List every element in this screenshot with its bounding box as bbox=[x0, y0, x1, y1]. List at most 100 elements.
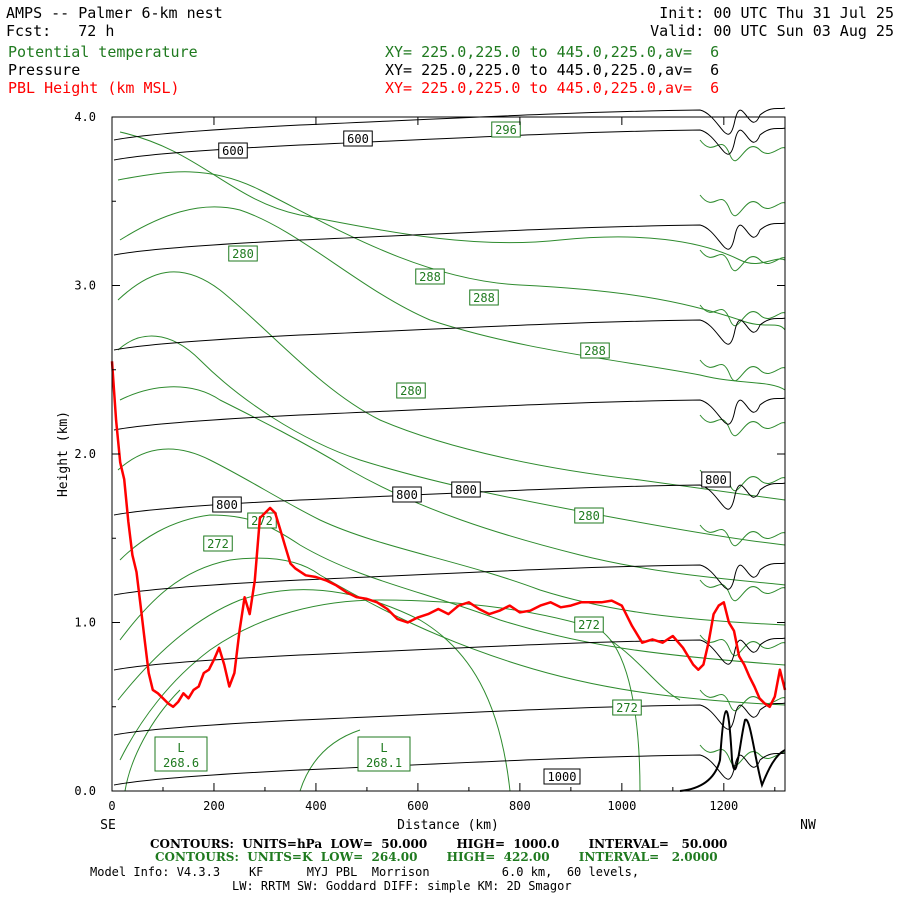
isobar-line bbox=[113, 702, 786, 736]
forecast-label-text: Fcst: bbox=[6, 22, 52, 40]
isentrope-line bbox=[299, 729, 361, 792]
theta-contour-label: 296 bbox=[491, 121, 521, 138]
isentrope-line bbox=[119, 386, 786, 586]
isobar-line bbox=[113, 107, 786, 141]
init-time: Init: 00 UTC Thu 31 Jul 25 bbox=[659, 4, 894, 22]
svg-text:272: 272 bbox=[616, 701, 638, 715]
theta-contour-label: 280 bbox=[396, 382, 426, 399]
low-value: 268.6 bbox=[163, 756, 199, 770]
isentrope-line bbox=[699, 414, 786, 437]
isentrope-line bbox=[699, 524, 786, 547]
x-tick-label: 600 bbox=[407, 799, 429, 813]
forecast-label: Fcst: 72 h bbox=[6, 22, 114, 40]
x-tick-label: 200 bbox=[203, 799, 225, 813]
y-axis-label: Height (km) bbox=[56, 411, 71, 497]
pressure-contour-label: 800 bbox=[451, 481, 481, 498]
y-tick-label: 2.0 bbox=[74, 447, 96, 461]
field-pressure-name: Pressure bbox=[8, 61, 81, 79]
theta-contour-label: 272 bbox=[247, 512, 277, 529]
theta-contour-label: 288 bbox=[580, 342, 610, 359]
isentrope-line bbox=[119, 206, 786, 391]
plot-frame bbox=[111, 116, 786, 792]
svg-text:800: 800 bbox=[216, 498, 238, 512]
svg-text:288: 288 bbox=[584, 344, 606, 358]
footer-pressure-contours: CONTOURS: UNITS=hPa LOW= 50.000 HIGH= 10… bbox=[150, 837, 728, 851]
pressure-contour-label: 800 bbox=[212, 496, 242, 513]
svg-text:288: 288 bbox=[473, 291, 495, 305]
x-left-end-label: SE bbox=[100, 818, 116, 833]
theta-contours bbox=[117, 131, 786, 792]
pressure-contours bbox=[113, 107, 786, 792]
isentrope-line bbox=[609, 639, 681, 701]
isentrope-line bbox=[119, 514, 786, 666]
field-theta-name: Potential temperature bbox=[8, 43, 198, 61]
x-tick-label: 1200 bbox=[709, 799, 738, 813]
chart-title: AMPS -- Palmer 6-km nest bbox=[6, 4, 223, 22]
low-letter: L bbox=[177, 741, 184, 755]
isentrope-line bbox=[117, 589, 511, 792]
forecast-hour: 72 h bbox=[78, 22, 115, 40]
svg-text:296: 296 bbox=[495, 123, 517, 137]
field-pbl-xy: XY= 225.0,225.0 to 445.0,225.0,av= 6 bbox=[385, 79, 720, 97]
x-tick-label: 800 bbox=[509, 799, 531, 813]
isentrope-line bbox=[117, 448, 786, 626]
isobar-line bbox=[113, 222, 786, 256]
field-pressure-xy: XY= 225.0,225.0 to 445.0,225.0,av= 6 bbox=[385, 61, 720, 79]
pressure-contour-label: 1000 bbox=[543, 768, 581, 785]
theta-contour-label: 280 bbox=[574, 507, 604, 524]
svg-text:800: 800 bbox=[396, 488, 418, 502]
field-pbl-name: PBL Height (km MSL) bbox=[8, 79, 180, 97]
low-value: 268.1 bbox=[366, 756, 402, 770]
pressure-contour-label: 600 bbox=[343, 130, 373, 147]
y-tick-label: 3.0 bbox=[74, 279, 96, 293]
svg-text:280: 280 bbox=[578, 509, 600, 523]
y-tick-label: 0.0 bbox=[74, 784, 96, 798]
footer-theta-contours: CONTOURS: UNITS=K LOW= 264.00 HIGH= 422.… bbox=[155, 850, 718, 864]
isentrope-line bbox=[699, 744, 786, 767]
valid-time: Valid: 00 UTC Sun 03 Aug 25 bbox=[650, 22, 894, 40]
svg-text:600: 600 bbox=[222, 144, 244, 158]
isobar-line bbox=[113, 127, 786, 161]
theta-contour-label: 288 bbox=[469, 289, 499, 306]
field-theta-xy: XY= 225.0,225.0 to 445.0,225.0,av= 6 bbox=[385, 43, 720, 61]
terrain-line bbox=[679, 710, 786, 792]
pressure-contour-label: 800 bbox=[701, 471, 731, 488]
low-letter: L bbox=[380, 741, 387, 755]
x-tick-label: 1000 bbox=[607, 799, 636, 813]
isobar-line bbox=[113, 752, 786, 786]
svg-text:280: 280 bbox=[400, 384, 422, 398]
theta-contour-label: 272 bbox=[612, 699, 642, 716]
isobar-line bbox=[113, 397, 786, 431]
x-right-end-label: NW bbox=[800, 818, 816, 833]
cross-section-chart: 600 600 800 800 800 800 1000 296 280 288 288 288 280… bbox=[56, 107, 816, 833]
isentrope-line bbox=[117, 171, 786, 331]
svg-text:600: 600 bbox=[347, 132, 369, 146]
x-axis-label: Distance (km) bbox=[397, 818, 499, 833]
theta-contour-label: 272 bbox=[574, 616, 604, 633]
isentrope-line bbox=[699, 249, 786, 272]
isentrope-line bbox=[699, 194, 786, 217]
pbl-height-series bbox=[110, 361, 787, 709]
pressure-contour-label: 600 bbox=[218, 142, 248, 159]
contour-labels: 600 600 800 800 800 800 1000 296 280 288 288 288 280… bbox=[154, 121, 731, 785]
isentrope-line bbox=[124, 689, 181, 792]
svg-text:800: 800 bbox=[705, 473, 727, 487]
isentrope-line bbox=[117, 335, 786, 546]
x-tick-label: 0 bbox=[108, 799, 115, 813]
isentrope-line bbox=[119, 557, 786, 706]
isobar-line bbox=[113, 562, 786, 596]
isobar-line bbox=[113, 317, 786, 351]
isentrope-line bbox=[699, 579, 786, 602]
theta-contour-label: 280 bbox=[228, 245, 258, 262]
theta-contour-label: 288 bbox=[415, 268, 445, 285]
isentrope-line bbox=[119, 599, 641, 792]
svg-text:800: 800 bbox=[455, 483, 477, 497]
x-tick-label: 400 bbox=[305, 799, 327, 813]
isobar-line bbox=[113, 637, 786, 671]
svg-text:280: 280 bbox=[232, 247, 254, 261]
y-tick-label: 4.0 bbox=[74, 110, 96, 124]
footer-model-info: Model Info: V4.3.3 KF MYJ PBL Morrison 6… bbox=[90, 865, 640, 879]
svg-text:288: 288 bbox=[419, 270, 441, 284]
